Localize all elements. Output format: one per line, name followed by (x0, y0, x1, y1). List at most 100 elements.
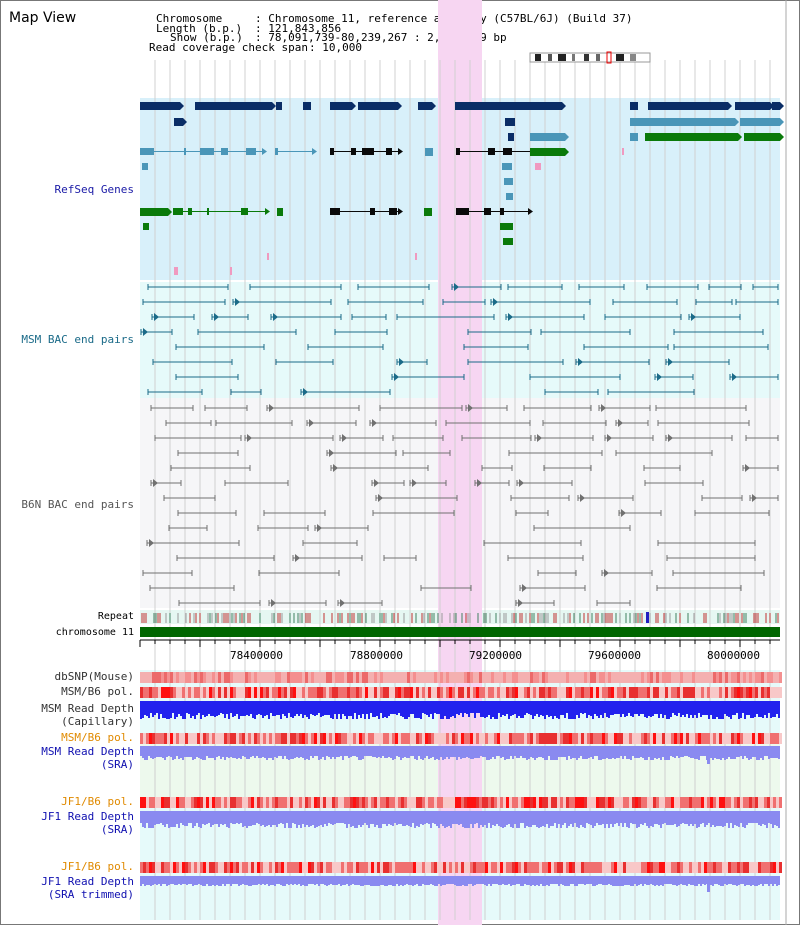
jf1-depth-trimmed-bar (328, 876, 330, 885)
msm-depth-capillary-bar (592, 701, 594, 719)
msm-depth-sra-bar (602, 746, 604, 759)
msm-depth-sra-bar (344, 746, 346, 756)
msm-b6-pol-strip-2 (242, 733, 245, 744)
jf1-depth-sra-bar (644, 811, 646, 823)
jf1-depth-sra-bar (570, 811, 572, 824)
msm-b6-pol-strip (512, 687, 515, 698)
msm-depth-sra-bar (410, 746, 412, 756)
dbsnp-strip (305, 672, 308, 683)
track-label-msm-b6-pol[interactable]: MSM/B6 pol. (61, 685, 134, 698)
msm-depth-sra-bar (406, 746, 408, 758)
jf1-depth-sra-bar (770, 811, 772, 824)
msm-depth-sra-bar (440, 746, 442, 757)
track-label-b6n-bac[interactable]: B6N BAC end pairs (21, 498, 134, 511)
jf1-b6-pol-strip (440, 797, 443, 808)
track-label-msm-depth-sra[interactable]: MSM Read Depth (41, 745, 134, 758)
dbsnp-strip (356, 672, 359, 683)
b6n-bac-pair-arrow (342, 434, 347, 442)
msm-b6-pol-strip (449, 687, 452, 698)
msm-b6-pol-strip (533, 687, 536, 698)
track-label-msm-depth-capillary[interactable]: MSM Read Depth (41, 702, 134, 715)
jf1-b6-pol-strip (257, 797, 260, 808)
jf1-b6-pol-strip (488, 797, 491, 808)
jf1-depth-trimmed-bar (658, 876, 660, 886)
jf1-b6-pol-strip (269, 797, 272, 808)
track-label-msm-b6-pol-2[interactable]: MSM/B6 pol. (61, 731, 134, 744)
msm-depth-capillary-bar (366, 701, 368, 714)
msm-depth-capillary-bar (562, 701, 564, 715)
track-label-msm-bac[interactable]: MSM BAC end pairs (21, 333, 134, 346)
jf1-b6-pol-strip (284, 797, 287, 808)
jf1-depth-trimmed-bar (492, 876, 494, 884)
jf1-b6-pol-strip (710, 797, 713, 808)
jf1-depth-trimmed-bar (654, 876, 656, 886)
msm-b6-pol-strip-2 (239, 733, 242, 744)
msm-bac-pair-arrow (668, 358, 673, 366)
jf1-b6-pol-strip (632, 797, 635, 808)
jf1-depth-sra-bar (592, 811, 594, 828)
jf1-b6-pol-strip-2 (179, 862, 182, 873)
msm-depth-capillary-bar (574, 701, 576, 719)
jf1-depth-sra-bar (714, 811, 716, 827)
dbsnp-strip (455, 672, 458, 683)
jf1-b6-pol-strip-2 (422, 862, 425, 873)
msm-depth-sra-bar (734, 746, 736, 759)
dbsnp-strip (317, 672, 320, 683)
jf1-depth-sra-bar (546, 811, 548, 824)
jf1-depth-trimmed-bar (638, 876, 640, 885)
jf1-b6-pol-strip (563, 797, 566, 808)
jf1-b6-pol-strip-2 (272, 862, 275, 873)
ideogram-band (572, 54, 575, 61)
msm-b6-pol-strip-2 (542, 733, 545, 744)
msm-b6-pol-strip-2 (422, 733, 425, 744)
jf1-depth-trimmed-bar (358, 876, 360, 885)
msm-depth-capillary-bar (448, 701, 450, 719)
jf1-depth-trimmed-bar (314, 876, 316, 885)
jf1-depth-trimmed-bar (382, 876, 384, 885)
jf1-depth-sra-bar (536, 811, 538, 827)
msm-b6-pol-strip-2 (218, 733, 221, 744)
track-label-jf1-b6-pol-2[interactable]: JF1/B6 pol. (61, 860, 134, 873)
gene-exon (389, 208, 397, 215)
msm-b6-pol-strip (305, 687, 308, 698)
msm-b6-pol-strip-2 (410, 733, 413, 744)
msm-depth-capillary-bar (152, 701, 154, 717)
msm-b6-pol-strip-2 (650, 733, 653, 744)
jf1-depth-sra-bar (172, 811, 174, 827)
jf1-b6-pol-strip (533, 797, 536, 808)
track-label-jf1-depth-sra[interactable]: JF1 Read Depth (41, 810, 134, 823)
msm-b6-pol-strip-2 (206, 733, 209, 744)
msm-b6-pol-strip-2 (302, 733, 305, 744)
msm-depth-capillary-bar (160, 701, 162, 714)
dbsnp-strip (665, 672, 668, 683)
msm-b6-pol-strip (530, 687, 533, 698)
msm-depth-sra-bar (356, 746, 358, 757)
jf1-b6-pol-strip-2 (464, 862, 467, 873)
jf1-b6-pol-strip (350, 797, 353, 808)
track-label-jf1-b6-pol[interactable]: JF1/B6 pol. (61, 795, 134, 808)
msm-b6-pol-strip (212, 687, 215, 698)
msm-depth-sra-bar (638, 746, 640, 758)
msm-b6-pol-strip-2 (215, 733, 218, 744)
jf1-b6-pol-strip-2 (638, 862, 641, 873)
msm-b6-pol-strip (419, 687, 422, 698)
track-label-jf1-depth-trimmed[interactable]: JF1 Read Depth (41, 875, 134, 888)
msm-depth-sra-bar (390, 746, 392, 758)
jf1-b6-pol-strip-2 (431, 862, 434, 873)
jf1-depth-trimmed-bar (286, 876, 288, 884)
msm-b6-pol-strip (587, 687, 590, 698)
track-label-refseq[interactable]: RefSeq Genes (54, 183, 134, 196)
msm-b6-pol-strip-2 (149, 733, 152, 744)
msm-b6-pol-strip (455, 687, 458, 698)
dbsnp-strip (650, 672, 653, 683)
jf1-depth-trimmed-bar (150, 876, 152, 886)
msm-b6-pol-strip (644, 687, 647, 698)
jf1-depth-trimmed-bar (738, 876, 740, 885)
b6n-bac-pair-arrow (477, 479, 482, 487)
track-label-dbsnp[interactable]: dbSNP(Mouse) (54, 670, 134, 683)
msm-depth-capillary-bar (416, 701, 418, 718)
msm-b6-pol-strip-2 (578, 733, 581, 744)
msm-depth-sra-bar (520, 746, 522, 756)
dbsnp-strip (545, 672, 548, 683)
